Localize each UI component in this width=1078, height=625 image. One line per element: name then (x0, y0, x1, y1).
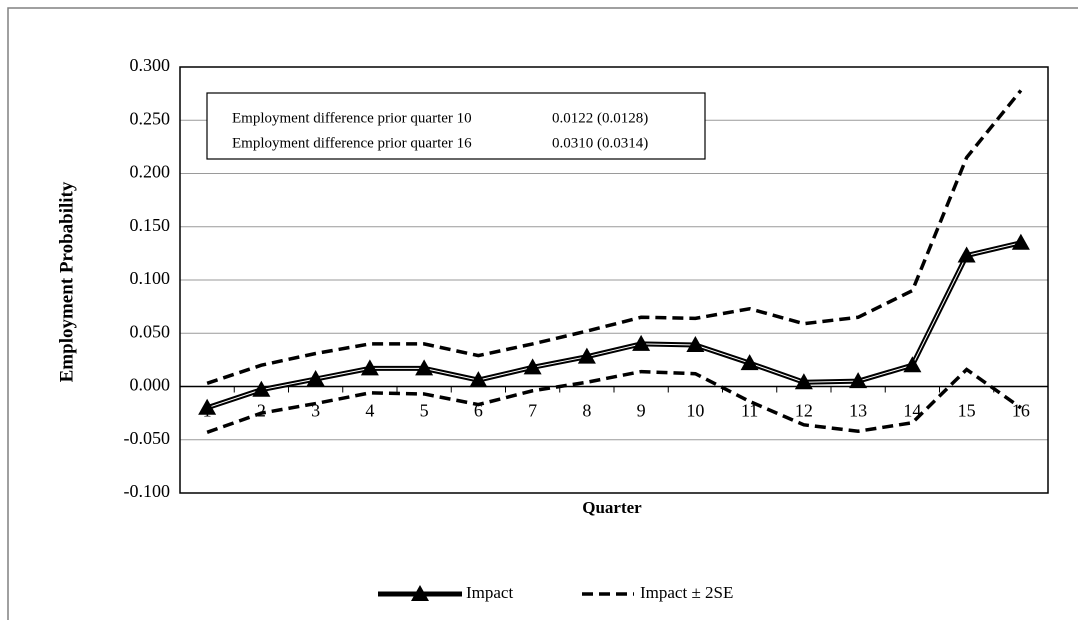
y-tick-label: -0.100 (124, 481, 171, 501)
y-tick-label: 0.300 (130, 55, 171, 75)
x-tick-label: 13 (849, 401, 867, 421)
marker (957, 246, 976, 263)
marker (632, 334, 651, 351)
marker (306, 370, 325, 387)
y-tick-label: 0.150 (130, 215, 171, 235)
marker (523, 358, 542, 375)
x-axis-title: Quarter (582, 498, 642, 517)
x-tick-label: 12 (795, 401, 813, 421)
marker (577, 347, 596, 364)
x-tick-label: 6 (474, 401, 483, 421)
x-tick-label: 4 (365, 401, 374, 421)
chart-border (7, 7, 1078, 625)
y-tick-label: 0.100 (130, 268, 171, 288)
y-tick-label: -0.050 (124, 428, 171, 448)
y-tick-label: 0.250 (130, 108, 171, 128)
x-tick-label: 7 (528, 401, 537, 421)
x-tick-label: 8 (582, 401, 591, 421)
x-tick-label: 9 (637, 401, 646, 421)
x-tick-label: 15 (958, 401, 976, 421)
x-tick-label: 10 (686, 401, 704, 421)
annotation-value: 0.0122 (0.0128) (552, 110, 648, 126)
x-tick-label: 11 (741, 401, 758, 421)
x-tick-label: 2 (257, 401, 266, 421)
annotation-value: 0.0310 (0.0314) (552, 135, 648, 151)
annotation-label: Employment difference prior quarter 16 (232, 135, 472, 151)
annotation-box (206, 92, 706, 160)
marker (415, 359, 434, 376)
x-tick-label: 16 (1012, 401, 1030, 421)
marker (198, 398, 217, 415)
legend-marker (411, 585, 429, 601)
series-line-inner (206, 242, 1021, 409)
plot-border (179, 66, 1049, 494)
y-axis-title: Employment Probability (56, 181, 77, 382)
marker (360, 359, 379, 376)
marker (903, 356, 922, 373)
annotation-label: Employment difference prior quarter 10 (232, 110, 472, 126)
marker (252, 380, 271, 397)
y-tick-label: 0.050 (130, 321, 171, 341)
x-tick-label: 14 (903, 401, 921, 421)
legend-label: Impact (466, 583, 513, 602)
marker (849, 372, 868, 389)
y-tick-label: 0.000 (130, 375, 171, 395)
x-tick-label: 5 (420, 401, 429, 421)
band-line (206, 89, 1023, 385)
band-line (206, 367, 1022, 434)
legend-label: Impact ± 2SE (640, 583, 733, 602)
x-tick-label: 3 (311, 401, 320, 421)
y-tick-label: 0.200 (130, 162, 171, 182)
marker (469, 371, 488, 388)
marker (794, 373, 813, 390)
marker (1011, 233, 1030, 250)
marker (740, 354, 759, 371)
marker (686, 335, 705, 352)
